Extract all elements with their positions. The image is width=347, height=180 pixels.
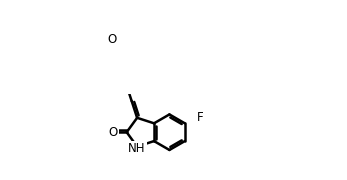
Text: NH: NH bbox=[128, 141, 146, 154]
Text: O: O bbox=[109, 126, 118, 139]
Text: O: O bbox=[107, 33, 116, 46]
Text: F: F bbox=[197, 111, 203, 123]
